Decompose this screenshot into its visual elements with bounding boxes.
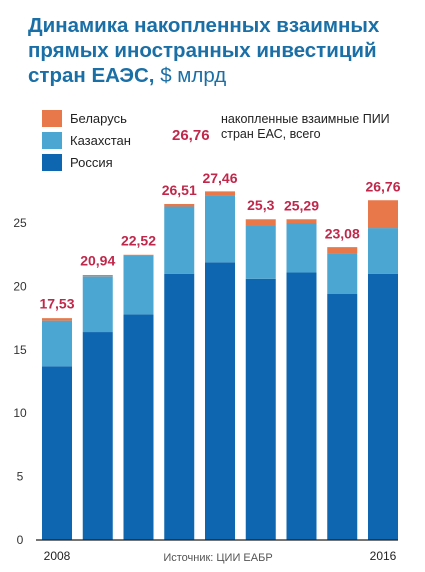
legend-swatch-kazakhstan <box>42 131 62 149</box>
x-tick-label-2016: 2016 <box>370 549 397 563</box>
bar-kazakhstan-2009 <box>82 276 113 333</box>
legend-swatch-belarus <box>42 109 62 127</box>
bar-top-edge <box>82 272 113 275</box>
y-tick-label: 25 <box>13 216 27 230</box>
bar-belarus-2012 <box>205 191 235 196</box>
bar-russia-2011 <box>164 273 195 540</box>
total-label-2010: 22,52 <box>121 232 156 248</box>
bar-top-edge <box>245 217 276 220</box>
source-note: Источник: ЦИИ ЕАБР <box>163 552 272 564</box>
y-tick-label: 15 <box>13 343 27 357</box>
legend-item-belarus: Беларусь <box>42 107 131 129</box>
bar-russia-2016 <box>368 273 398 540</box>
bar-russia-2014 <box>286 272 317 540</box>
total-note-text: накопленные взаимные ПИИ стран ЕАС, всег… <box>221 112 390 141</box>
chart-title-text: Динамика накопленных взаимных прямых ино… <box>28 14 380 87</box>
chart-title: Динамика накопленных взаимных прямых ино… <box>28 13 418 88</box>
bar-kazakhstan-2013 <box>245 225 276 279</box>
x-tick-label-2008: 2008 <box>44 549 71 563</box>
legend-label-russia: Россия <box>70 154 113 170</box>
bar-top-edge <box>164 201 195 204</box>
bar-top-edge <box>327 245 358 248</box>
bar-kazakhstan-2008 <box>42 320 72 367</box>
bar-belarus-2008 <box>42 318 72 321</box>
total-label-2011: 26,51 <box>162 182 197 198</box>
bar-top-edge <box>286 217 317 220</box>
bar-belarus-2010 <box>123 254 154 256</box>
total-label-2012: 27,46 <box>202 170 237 186</box>
bar-russia-2009 <box>82 332 113 540</box>
bar-belarus-2011 <box>164 203 195 207</box>
bar-belarus-2015 <box>327 247 358 254</box>
bar-belarus-2016 <box>368 200 398 229</box>
bar-russia-2013 <box>245 278 276 540</box>
bar-top-edge <box>123 252 154 255</box>
total-label-2014: 25,29 <box>284 197 319 213</box>
bar-belarus-2014 <box>286 219 317 223</box>
bar-russia-2015 <box>327 294 358 540</box>
legend-swatch-russia <box>42 153 62 171</box>
bar-kazakhstan-2015 <box>327 253 358 295</box>
bar-kazakhstan-2016 <box>368 228 398 274</box>
total-label-2008: 17,53 <box>39 296 74 312</box>
y-tick-label: 10 <box>13 406 27 420</box>
y-tick-label: 0 <box>17 533 24 547</box>
bar-top-edge <box>368 198 398 201</box>
bar-belarus-2009 <box>82 274 113 277</box>
bar-russia-2008 <box>42 366 72 540</box>
total-label-2013: 25,3 <box>247 197 274 213</box>
y-axis: 0 5 10 15 20 25 <box>13 216 27 547</box>
bar-belarus-2013 <box>245 219 276 226</box>
total-note-value: 26,76 <box>172 127 210 144</box>
total-labels: 17,53 20,94 22,52 26,51 27,46 25,3 25,29 23,08 2… <box>39 170 400 312</box>
bars <box>42 189 398 540</box>
bar-top-edge <box>205 189 235 192</box>
bar-russia-2010 <box>123 314 154 540</box>
x-axis: 2008 2016 <box>36 539 398 563</box>
total-label-2015: 23,08 <box>325 225 360 241</box>
legend: Беларусь Казахстан Россия <box>42 107 131 173</box>
y-tick-label: 5 <box>17 470 24 484</box>
bar-top-edge <box>42 316 72 319</box>
bar-russia-2012 <box>205 262 235 540</box>
legend-label-kazakhstan: Казахстан <box>70 132 131 148</box>
bar-kazakhstan-2012 <box>205 195 235 263</box>
legend-item-kazakhstan: Казахстан <box>42 129 131 151</box>
legend-label-belarus: Беларусь <box>70 110 127 126</box>
legend-item-russia: Россия <box>42 151 131 173</box>
bar-kazakhstan-2010 <box>123 255 154 315</box>
y-tick-label: 20 <box>13 279 27 293</box>
bar-kazakhstan-2011 <box>164 206 195 274</box>
chart-title-unit: $ млрд <box>160 64 227 87</box>
bar-kazakhstan-2014 <box>286 223 317 273</box>
total-label-2009: 20,94 <box>80 252 115 268</box>
total-label-2016: 26,76 <box>365 179 400 195</box>
